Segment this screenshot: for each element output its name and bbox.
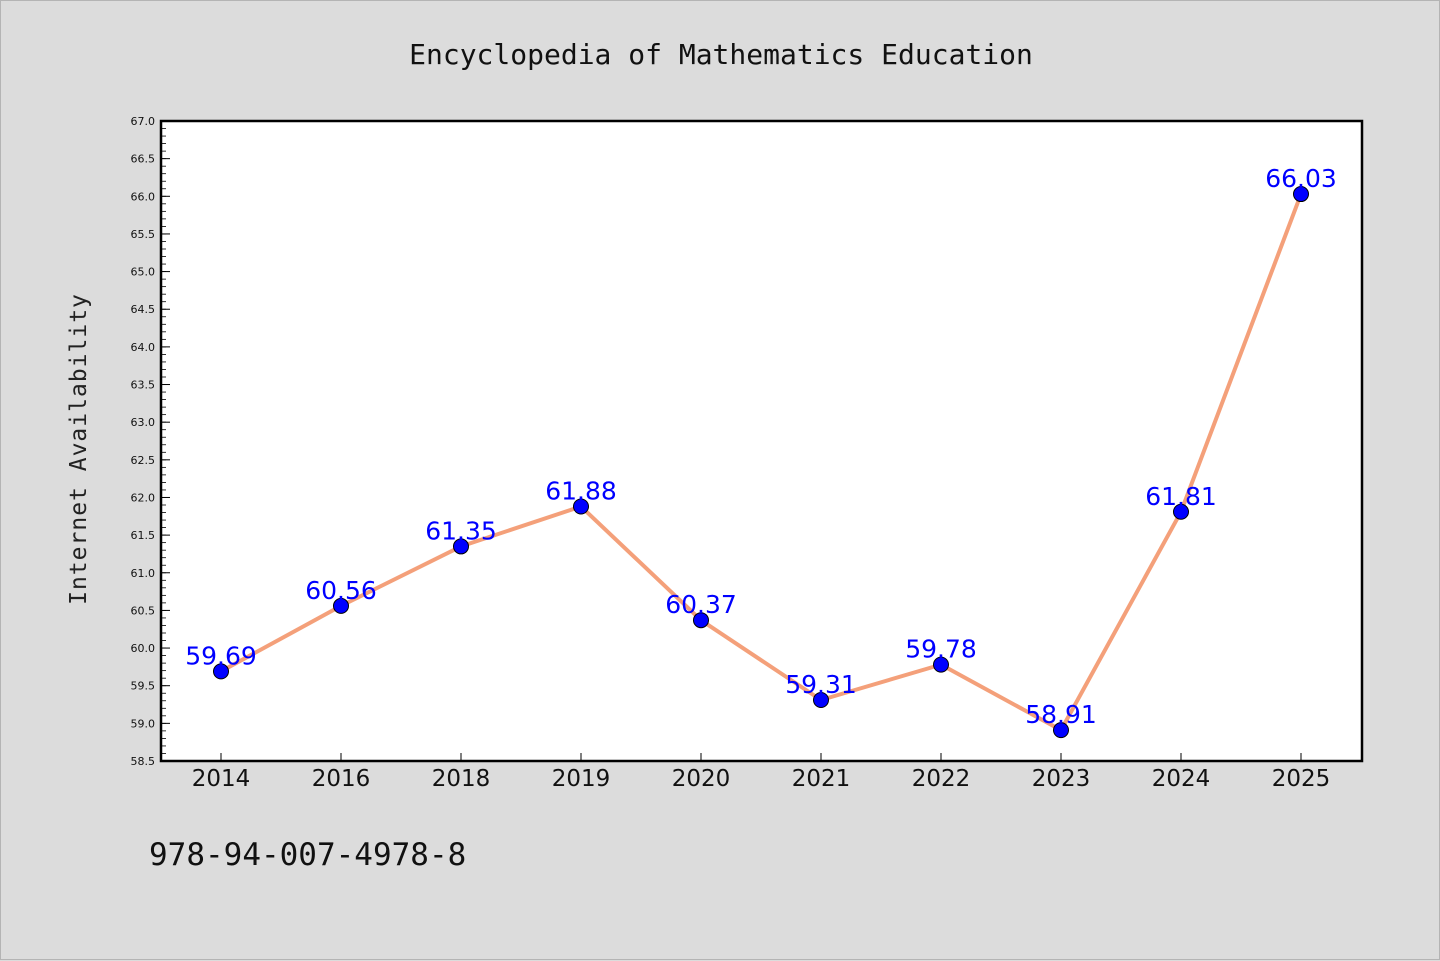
data-labels: 59.69 60.56 61.35 61.88 60.37 59.31 59.78 58.91… [185,164,1337,729]
plot-area [159,119,1364,763]
x-tick-label: 2023 [1032,766,1091,792]
isbn-footer: 978-94-007-4978-8 [149,837,466,873]
data-label: 61.88 [545,477,617,506]
data-point [1173,503,1189,520]
x-tick-label: 2024 [1152,766,1211,792]
data-label: 59.69 [185,641,257,670]
data-point [693,612,709,629]
data-point [573,498,589,515]
data-point [333,597,349,614]
y-tick-label: 67.0 [131,115,156,128]
y-axis-label: Internet Availability [66,293,92,605]
y-tick-label: 64.5 [131,303,156,316]
data-point [213,663,229,680]
series-line [213,186,1309,739]
data-label: 61.35 [425,516,497,545]
y-tick-label: 60.0 [131,642,156,655]
data-label: 60.56 [305,576,377,605]
data-label: 59.31 [785,670,857,699]
y-tick-label: 61.5 [131,529,156,542]
y-tick-label: 59.0 [131,717,156,730]
y-tick-label: 64.0 [131,341,156,354]
data-point [1053,722,1069,739]
data-point [1293,186,1309,203]
data-point [813,692,829,709]
x-tick-label: 2018 [432,766,491,792]
y-tick-label: 62.0 [131,491,156,504]
y-tick-label: 63.0 [131,416,156,429]
y-tick-label: 61.0 [131,567,156,580]
x-tick-label: 2025 [1272,766,1331,792]
x-tick-label: 2014 [192,766,251,792]
y-tick-label: 62.5 [131,454,156,467]
chart-title: Encyclopedia of Mathematics Education [409,38,1033,71]
data-label: 60.37 [665,590,737,619]
x-tick-label: 2022 [912,766,971,792]
x-axis: 2014 2016 2018 2019 2020 2021 2022 2023 2024 2025 [192,753,1331,792]
data-label: 58.91 [1025,700,1097,729]
data-point [453,538,469,555]
data-label: 66.03 [1265,164,1337,193]
y-tick-label: 66.0 [131,190,156,203]
x-tick-label: 2020 [672,766,731,792]
y-tick-label: 65.5 [131,228,156,241]
x-tick-label: 2016 [312,766,371,792]
y-tick-label: 66.5 [131,153,156,166]
y-tick-label: 59.5 [131,680,156,693]
data-label: 59.78 [905,635,977,664]
y-tick-label: 58.5 [131,755,156,768]
y-tick-label: 65.0 [131,266,156,279]
y-tick-label: 60.5 [131,604,156,617]
x-tick-label: 2021 [792,766,851,792]
y-axis: 58.5 59.0 59.5 60.0 60.5 61.0 61.5 62.0 62.5 63.0… [131,115,170,768]
x-tick-label: 2019 [552,766,611,792]
series-polyline [219,192,1303,733]
y-tick-label: 63.5 [131,379,156,392]
data-point [933,656,949,673]
data-label: 61.81 [1145,482,1217,511]
